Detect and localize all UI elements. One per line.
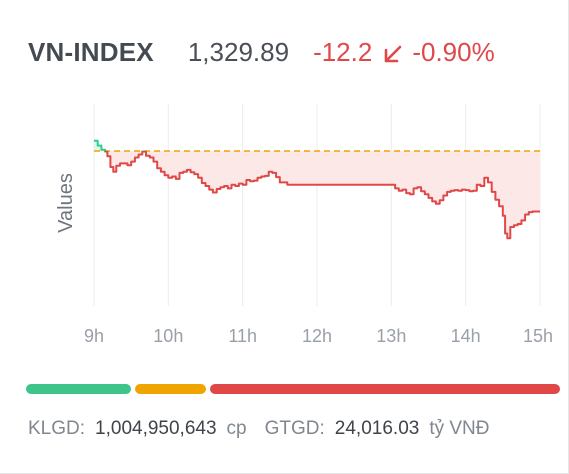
index-price: 1,329.89	[187, 36, 290, 67]
volume-unit: cp	[226, 418, 247, 439]
market-breadth-bar	[26, 384, 560, 394]
volume-value: 1,004,950,643	[95, 418, 217, 439]
value-label: GTGD:	[264, 418, 325, 439]
x-tick-layer: 9h 10h 11h 12h 13h 14h 15h	[84, 326, 553, 346]
arrow-down-left-icon	[382, 41, 404, 63]
declining-segment	[209, 384, 560, 394]
value-amount: 24,016.03	[334, 418, 420, 439]
x-tick-label: 14h	[451, 326, 481, 346]
arrow-head	[385, 48, 399, 63]
intraday-chart-svg: 9h 10h 11h 12h 13h 14h 15h Values	[55, 104, 553, 346]
x-tick-label: 12h	[302, 326, 332, 346]
value-unit: tỷ VNĐ	[429, 418, 490, 439]
y-axis-label: Values	[55, 173, 77, 233]
price-line-layer	[94, 139, 540, 240]
index-symbol[interactable]: VN-INDEX	[28, 36, 154, 67]
advancing-segment	[26, 384, 131, 394]
x-tick-label: 13h	[376, 326, 406, 346]
change-value: -12.2	[313, 36, 373, 67]
change-percent: -0.90%	[412, 36, 495, 67]
unchanged-segment	[134, 384, 206, 394]
x-tick-label: 11h	[228, 326, 257, 346]
below-reference-fill	[105, 150, 540, 239]
volume-label: KLGD:	[28, 418, 86, 439]
index-change: -12.2 -0.90%	[313, 37, 495, 68]
price-line-down	[104, 150, 540, 240]
arrow-shaft	[386, 45, 402, 62]
x-tick-label: 10h	[153, 326, 183, 346]
x-tick-label: 9h	[84, 326, 104, 346]
x-tick-label: 15h	[523, 326, 553, 346]
index-header: VN-INDEX 1,329.89 -12.2 -0.90%	[28, 30, 558, 74]
trading-stats: KLGD: 1,004,950,643 cp GTGD: 24,016.03 tỷ VNĐ	[28, 418, 564, 440]
intraday-chart[interactable]: 9h 10h 11h 12h 13h 14h 15h Values	[0, 88, 569, 358]
grid-layer	[93, 104, 541, 306]
